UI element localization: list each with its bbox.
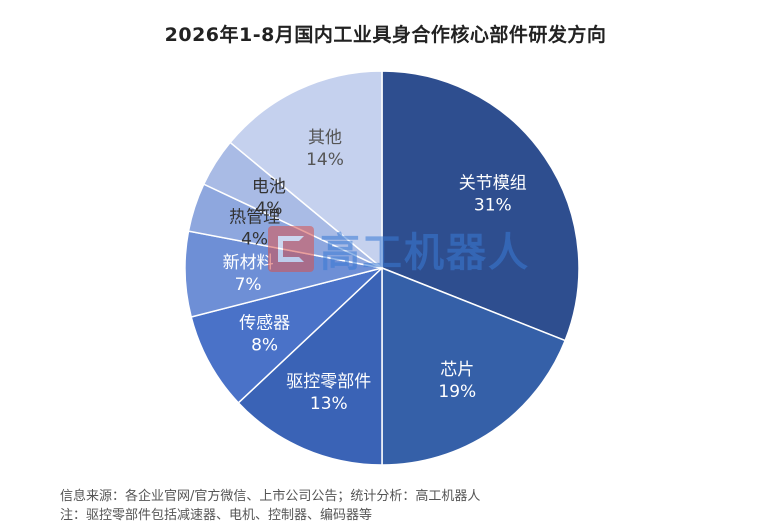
footer-note: 注：驱控零部件包括减速器、电机、控制器、编码器等 [60, 508, 373, 523]
slice-percent-label: 8% [251, 336, 278, 356]
slice-category-label: 芯片 [440, 360, 474, 380]
slice-category-label: 新材料 [223, 253, 274, 273]
slice-percent-label: 19% [438, 382, 476, 402]
slice-percent-label: 13% [310, 394, 348, 414]
pie-slice [381, 266, 567, 466]
slice-percent-label: 4% [255, 199, 282, 219]
slice-percent-label: 14% [306, 150, 344, 170]
slice-category-label: 驱控零部件 [286, 372, 371, 392]
slice-category-label: 热管理 [229, 208, 280, 228]
slice-category-label: 电池 [252, 177, 286, 197]
slice-percent-label: 7% [235, 275, 262, 295]
slice-percent-label: 4% [241, 230, 268, 250]
slice-category-label: 关节模组 [459, 174, 527, 194]
pie-slice [229, 70, 383, 270]
watermark-text: 高工机器人 [320, 230, 530, 276]
chart-title: 2026年1-8月国内工业具身合作核心部件研发方向 [164, 24, 607, 46]
slice-category-label: 传感器 [239, 314, 290, 334]
slice-percent-label: 31% [474, 196, 512, 216]
pie-labels: 关节模组31%芯片19%驱控零部件13%传感器8%新材料7%热管理4%电池4%其… [223, 128, 527, 414]
watermark-logo-icon [268, 226, 314, 272]
pie-slice [381, 70, 580, 342]
pie-slice [190, 267, 383, 404]
footer-source: 信息来源：各企业官网/官方微信、上市公司公告；统计分析：高工机器人 [60, 489, 481, 504]
pie-slice [237, 266, 383, 466]
slice-category-label: 其他 [308, 128, 342, 148]
watermark: 高工机器人 [268, 220, 530, 278]
